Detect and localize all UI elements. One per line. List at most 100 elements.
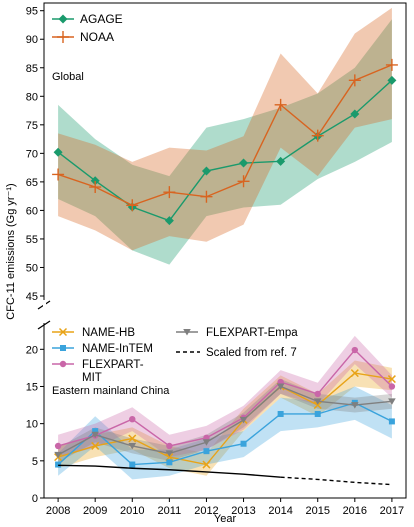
x-tick-label: 2016 (343, 505, 367, 517)
y-tick-label: 5 (32, 456, 38, 468)
x-tick-label: 2011 (158, 505, 182, 517)
panel-label: Eastern mainland China (52, 385, 170, 397)
data-point (55, 461, 62, 468)
y-tick-label: 80 (26, 91, 38, 103)
data-point (128, 434, 137, 443)
y-tick-label: 15 (26, 381, 38, 393)
series-AGAGE (53, 75, 397, 226)
data-point (201, 166, 211, 176)
y-tick-label: 10 (26, 419, 38, 431)
data-point (351, 402, 359, 409)
data-point (276, 156, 286, 166)
series-line (57, 385, 392, 456)
data-point (129, 461, 136, 468)
data-point (203, 448, 210, 455)
y-tick-label: 85 (26, 63, 38, 75)
uncertainty-band-AGAGE (58, 19, 392, 265)
y-axis-label: CFC-11 emissions (Gg yr⁻¹) (5, 183, 17, 319)
y-tick-label: 90 (26, 34, 38, 46)
series-line (57, 349, 393, 447)
data-point (351, 346, 359, 354)
legend-marker (58, 327, 68, 337)
x-tick-label: 2010 (120, 505, 144, 517)
data-point (200, 190, 213, 203)
y-tick-label: 60 (26, 205, 38, 217)
data-point (164, 216, 174, 226)
data-point (387, 375, 396, 384)
y-tick-label: 20 (26, 344, 38, 356)
legend-marker (59, 360, 67, 368)
y-tick-label: 50 (26, 262, 38, 274)
data-point (53, 147, 63, 157)
x-axis: 2008 2009 2010 2011 2012 2013 2014 2015 2016 2017… (46, 498, 404, 525)
series-line (57, 79, 393, 222)
data-point (388, 398, 396, 405)
legend-marker (58, 14, 68, 24)
data-point (239, 158, 249, 168)
data-point (54, 442, 62, 450)
x-tick-label: 2008 (46, 505, 70, 517)
legend-label: Scaled from ref. 7 (206, 347, 297, 359)
series-line (57, 402, 393, 466)
data-point (129, 415, 136, 423)
data-point (274, 98, 287, 111)
data-point (313, 398, 322, 405)
series-Scaled (58, 464, 392, 486)
panel-eastern-china: 0 5 10 15 20 NAME-HB NAME-InTEM FLEXPART-MIT FLE… (26, 327, 396, 505)
x-tick-label: 2017 (380, 505, 404, 517)
data-point (385, 58, 398, 71)
legend-label: FLEXPART-MIT (82, 359, 144, 384)
data-point (128, 442, 137, 450)
legend-label: AGAGE (80, 12, 123, 26)
y-tick-label: 0 (32, 493, 38, 505)
legend-marker (60, 345, 66, 351)
panel-global: 45 50 55 60 65 70 75 80 85 90 95 AGAGE NOAA Global (26, 6, 398, 303)
axis-break-gap (43, 300, 46, 323)
uncertainty-band-NAME-HB (58, 360, 392, 476)
data-point (92, 428, 99, 435)
data-point (276, 383, 285, 390)
data-point (239, 416, 248, 424)
series-NOAA (52, 58, 398, 212)
data-point (314, 390, 321, 398)
data-point (163, 186, 176, 199)
data-point (52, 168, 65, 181)
data-point (277, 410, 284, 417)
series-line (57, 372, 393, 466)
data-point (165, 450, 174, 457)
series-line-solid (58, 464, 281, 478)
uncertainty-band-FLEXPART-MIT (58, 335, 392, 458)
data-point (237, 175, 250, 188)
series-FLEXPART-MIT (54, 346, 396, 450)
data-point (348, 74, 361, 87)
uncertainty-band-NOAA (58, 7, 392, 251)
x-tick-label: 2014 (268, 505, 292, 517)
data-point (350, 109, 360, 119)
uncertainty-band-NAME-InTEM (58, 386, 392, 480)
data-point (314, 410, 321, 417)
plot-frame (43, 2, 407, 499)
y-tick-label: 45 (26, 291, 38, 303)
y-tick-label: 95 (26, 6, 38, 18)
data-point (313, 401, 322, 410)
legend-label: FLEXPART-Empa (206, 327, 298, 339)
data-point (166, 459, 173, 466)
data-point (91, 431, 99, 439)
data-point (350, 369, 359, 378)
data-point (311, 129, 324, 142)
legend-label: NOAA (80, 30, 114, 44)
x-tick-label: 2012 (194, 505, 218, 517)
x-tick-label: 2009 (83, 505, 107, 517)
y-tick-label: 70 (26, 148, 38, 160)
series-line (57, 64, 393, 207)
legend-label: NAME-HB (82, 327, 135, 339)
legend-global: AGAGE NOAA (52, 12, 123, 44)
data-point (202, 439, 211, 446)
data-point (90, 176, 100, 186)
data-point (54, 451, 62, 459)
data-point (388, 383, 396, 390)
x-tick-label: 2015 (305, 505, 329, 517)
y-tick-label: 55 (26, 234, 38, 246)
data-point (89, 181, 102, 194)
